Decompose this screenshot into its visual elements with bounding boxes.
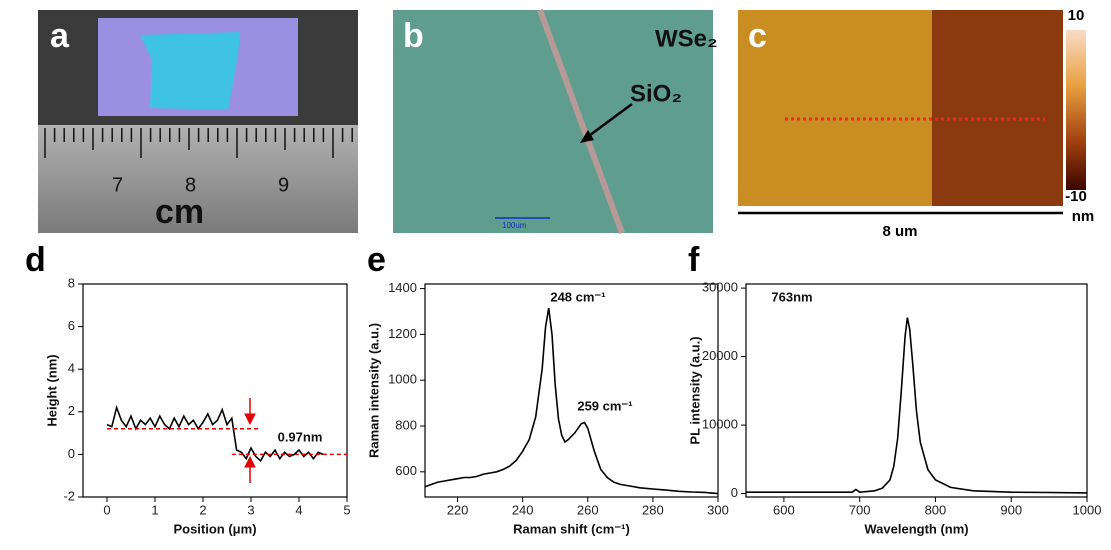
- colorbar-unit: nm: [1072, 208, 1095, 225]
- plot-frame: [424, 283, 719, 498]
- x-tick-label: 0: [103, 502, 110, 517]
- x-tick-label: 900: [1000, 502, 1022, 517]
- scale-bar-label: 100um: [502, 221, 527, 230]
- y-tick-label: 600: [395, 463, 417, 478]
- panel-label: c: [748, 17, 767, 55]
- annotation: 248 cm⁻¹: [550, 289, 605, 304]
- y-tick-label: 10000: [702, 417, 738, 432]
- y-axis-label: Raman intensity (a.u.): [366, 323, 381, 458]
- y-tick-label: 4: [68, 361, 75, 376]
- data-line: [106, 404, 324, 463]
- ruler-number: 8: [185, 174, 196, 196]
- y-tick-label: 6: [68, 318, 75, 333]
- y-tick-label: 1000: [388, 372, 417, 387]
- x-tick-label: 240: [512, 502, 534, 517]
- y-axis-label: Height (nm): [44, 354, 59, 426]
- micrograph-panel: b WSe₂ SiO₂ 100um: [393, 8, 718, 235]
- x-tick-label: 600: [773, 502, 795, 517]
- x-tick-label: 4: [295, 502, 302, 517]
- unit-label: cm: [155, 193, 204, 231]
- x-tick-label: 300: [707, 502, 729, 517]
- annotation: 763nm: [771, 289, 812, 304]
- y-tick-label: 8: [68, 275, 75, 290]
- material-label: WSe₂: [655, 25, 718, 52]
- x-axis-label: Raman shift (cm⁻¹): [513, 521, 630, 536]
- plot-frame: [745, 283, 1088, 498]
- colorbar-min: -10: [1065, 188, 1087, 205]
- x-tick-label: 1000: [1073, 502, 1102, 517]
- panel-label: f: [688, 241, 700, 279]
- ruler-number: 7: [112, 174, 123, 196]
- y-tick-label: 1200: [388, 326, 417, 341]
- x-tick-label: 800: [925, 502, 947, 517]
- x-tick-label: 5: [343, 502, 350, 517]
- y-tick-label: -2: [63, 488, 75, 503]
- panel-label: b: [403, 17, 424, 55]
- x-axis-label: Wavelength (nm): [864, 521, 968, 536]
- arrow-label: SiO₂: [630, 80, 682, 107]
- y-tick-label: 2: [68, 403, 75, 418]
- panel-label: d: [25, 241, 46, 279]
- colorbar-max: 10: [1068, 7, 1085, 24]
- x-tick-label: 280: [642, 502, 664, 517]
- annotation: 0.97nm: [278, 429, 323, 444]
- y-tick-label: 1400: [388, 280, 417, 295]
- x-tick-label: 2: [199, 502, 206, 517]
- y-tick-label: 30000: [702, 280, 738, 295]
- afm-panel: c 10 -10 nm 8 um: [738, 7, 1094, 240]
- data-line: [424, 307, 719, 495]
- photo-panel: a 7 8 9 cm: [38, 10, 358, 233]
- x-tick-label: 3: [247, 502, 254, 517]
- x-tick-label: 220: [447, 502, 469, 517]
- annotation: 259 cm⁻¹: [577, 398, 632, 413]
- y-tick-label: 800: [395, 417, 417, 432]
- plot-frame: [82, 283, 348, 498]
- step-arrows: [244, 398, 256, 483]
- x-tick-label: 260: [577, 502, 599, 517]
- panel-label: a: [50, 17, 70, 55]
- panel-label: e: [367, 241, 386, 279]
- x-tick-label: 1: [151, 502, 158, 517]
- data-line: [746, 317, 1088, 494]
- scale-label: 8 um: [882, 223, 917, 240]
- y-axis-label: PL intensity (a.u.): [687, 336, 702, 444]
- x-axis-label: Position (μm): [173, 521, 256, 536]
- y-tick-label: 0: [68, 446, 75, 461]
- ruler-number: 9: [278, 174, 289, 196]
- x-tick-label: 700: [849, 502, 871, 517]
- y-tick-label: 20000: [702, 348, 738, 363]
- y-tick-label: 0: [731, 485, 738, 500]
